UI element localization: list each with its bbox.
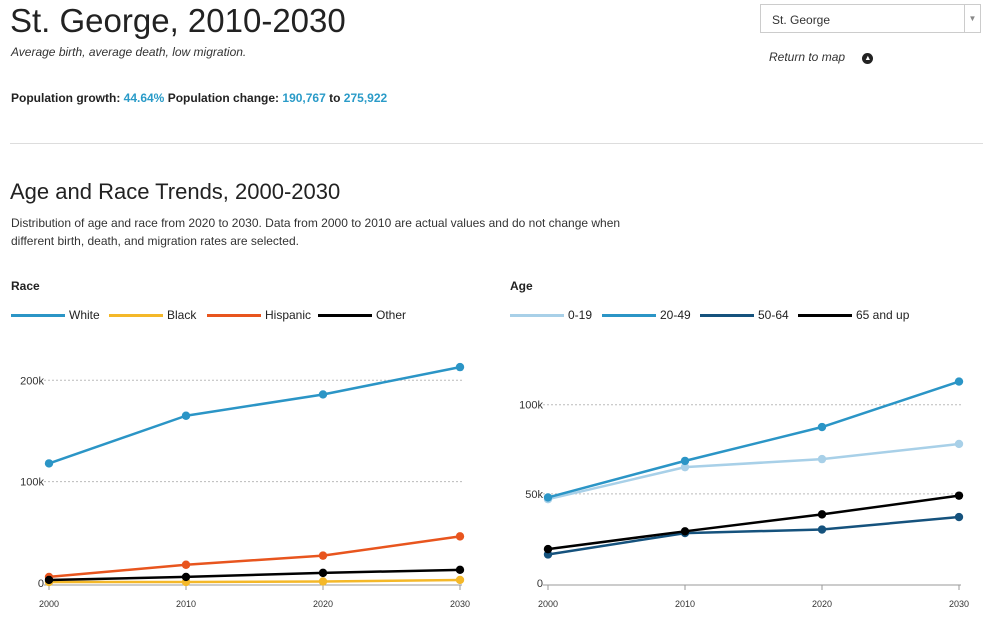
x-tick-label: 2020: [313, 599, 333, 609]
series-line-black: [49, 578, 461, 584]
legend-label: 0-19: [568, 308, 593, 322]
data-point[interactable]: [181, 572, 191, 582]
legend-label: 20-49: [660, 308, 691, 322]
legend-label: 65 and up: [856, 308, 910, 322]
y-tick-label: 200k: [20, 375, 44, 387]
y-tick-label: 100k: [519, 400, 543, 412]
legend-swatch: [318, 314, 372, 317]
x-tick-label: 2010: [675, 599, 695, 609]
change-to-value: 275,922: [343, 91, 388, 105]
section-description: Distribution of age and race from 2020 t…: [11, 216, 621, 248]
x-tick-label: 2020: [812, 599, 832, 609]
x-tick-label: 2030: [450, 599, 470, 609]
data-point[interactable]: [318, 390, 328, 399]
x-tick-label: 2030: [949, 599, 969, 609]
page-subtitle: Average birth, average death, low migrat…: [11, 45, 247, 59]
section-title: Age and Race Trends, 2000-2030: [10, 179, 341, 204]
legend-label: White: [69, 308, 100, 322]
data-point[interactable]: [680, 527, 690, 536]
data-point[interactable]: [954, 491, 964, 500]
data-point[interactable]: [680, 462, 690, 472]
data-point[interactable]: [817, 510, 827, 519]
return-to-map-link[interactable]: Return to map ▲: [769, 50, 874, 64]
series-line-20-49: [547, 380, 960, 499]
region-select-value: St. George: [772, 13, 831, 27]
data-point[interactable]: [817, 422, 827, 432]
data-point[interactable]: [954, 377, 964, 386]
data-point[interactable]: [318, 551, 328, 560]
chevron-up-circle-icon[interactable]: ▲: [862, 53, 874, 64]
series-line-white: [48, 365, 461, 465]
data-point[interactable]: [181, 411, 191, 420]
y-tick-label: 100k: [20, 477, 44, 489]
y-tick-label: 0: [38, 578, 44, 590]
change-to-word: to: [329, 91, 341, 105]
data-point[interactable]: [318, 568, 328, 578]
data-point[interactable]: [543, 544, 553, 554]
legend-swatch: [11, 314, 65, 317]
x-tick-label: 2000: [538, 599, 558, 609]
legend-swatch: [602, 314, 656, 317]
data-point[interactable]: [954, 512, 964, 522]
legend-swatch: [109, 314, 163, 317]
growth-label: Population growth:: [11, 91, 121, 105]
data-point[interactable]: [817, 454, 827, 464]
legend-swatch: [510, 314, 564, 317]
change-from-value: 190,767: [282, 91, 326, 105]
data-point[interactable]: [455, 362, 465, 372]
growth-value: 44.64%: [123, 91, 165, 105]
series-line-0-19: [547, 442, 960, 501]
data-point[interactable]: [318, 577, 328, 586]
series-line-65-and-up: [547, 494, 960, 551]
data-point[interactable]: [44, 575, 54, 585]
data-point[interactable]: [543, 493, 553, 502]
x-tick-label: 2000: [39, 599, 59, 609]
chevron-down-icon[interactable]: ▼: [964, 5, 980, 32]
legend-label: 50-64: [758, 308, 789, 322]
data-point[interactable]: [455, 565, 465, 575]
y-tick-label: 0: [537, 578, 543, 590]
series-line-other: [48, 568, 461, 582]
data-point[interactable]: [817, 525, 827, 534]
y-tick-label: 50k: [525, 489, 543, 501]
section-divider: [10, 143, 983, 144]
change-label: Population change:: [167, 91, 280, 105]
series-line-hispanic: [48, 535, 461, 579]
data-point[interactable]: [680, 456, 690, 466]
legend-label: Hispanic: [265, 308, 312, 322]
legend-label: Black: [167, 308, 197, 322]
data-point[interactable]: [455, 575, 465, 585]
race-chart-title: Race: [11, 279, 40, 293]
legend-label: Other: [376, 308, 407, 322]
age-chart-title: Age: [510, 279, 533, 293]
legend-swatch: [700, 314, 754, 317]
region-select[interactable]: St. George ▼: [760, 4, 981, 33]
population-stats: Population growth: 44.64% Population cha…: [11, 91, 387, 105]
data-point[interactable]: [181, 560, 191, 569]
legend-swatch: [207, 314, 261, 317]
x-tick-label: 2010: [176, 599, 196, 609]
data-point[interactable]: [44, 459, 54, 468]
legend-swatch: [798, 314, 852, 317]
return-to-map-label: Return to map: [769, 50, 846, 64]
page-title: St. George, 2010-2030: [10, 2, 346, 39]
data-point[interactable]: [954, 439, 964, 449]
data-point[interactable]: [455, 532, 465, 541]
series-line-50-64: [547, 515, 960, 556]
